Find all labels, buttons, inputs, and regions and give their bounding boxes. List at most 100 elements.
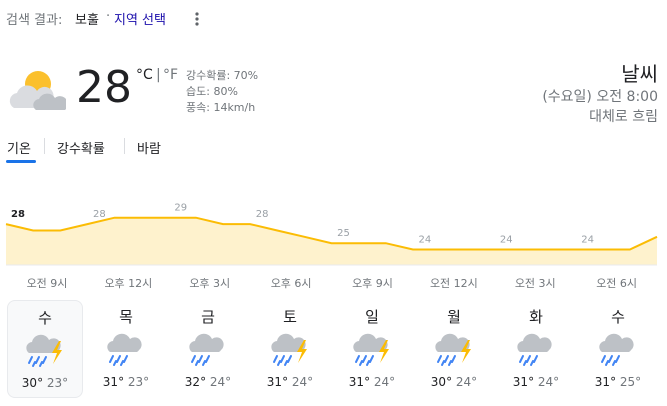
hour-label: 오전 3시 <box>515 277 556 290</box>
day-temps: 31° 25° <box>581 375 655 389</box>
day-card[interactable]: 화 31° 24° <box>499 300 573 396</box>
day-name: 월 <box>447 308 461 326</box>
high-temp: 30° <box>21 376 44 390</box>
unit-celsius[interactable]: °C <box>136 67 153 83</box>
dot: · <box>106 9 111 24</box>
high-temp: 32° <box>184 375 207 389</box>
value-label: 24 <box>419 235 432 246</box>
rain <box>355 355 374 366</box>
humidity: 습도: 80% <box>186 85 238 98</box>
more-menu[interactable] <box>193 11 201 27</box>
day-name: 목 <box>119 308 133 326</box>
day-icon <box>435 333 471 366</box>
low-temp: 24° <box>537 375 560 389</box>
day-temps: 30° 24° <box>417 375 491 389</box>
low-temp: 23° <box>46 376 69 390</box>
cloud <box>26 334 61 353</box>
cloud <box>435 333 470 352</box>
lightning <box>379 340 389 363</box>
day-card[interactable]: 수 31° 25° <box>581 300 655 396</box>
temp-area <box>6 217 657 265</box>
day-name: 화 <box>529 308 543 326</box>
high-temp: 31° <box>594 375 617 389</box>
value-label: 28 <box>256 209 269 220</box>
value-label: 29 <box>174 203 187 214</box>
precip: 강수확률: 70% <box>186 69 259 82</box>
day-card[interactable]: 금 32° 24° <box>171 300 245 396</box>
cloud <box>517 333 552 352</box>
summary-condition: 대체로 흐림 <box>589 109 658 125</box>
day-temps: 30° 23° <box>8 376 82 390</box>
cloud <box>107 333 142 352</box>
day-card[interactable]: 수 30° 23° <box>7 300 83 398</box>
high-temp: 31° <box>102 375 125 389</box>
value-label: 24 <box>581 235 594 246</box>
value-label: 28 <box>11 209 25 220</box>
location[interactable]: 보훌 <box>75 13 99 28</box>
lightning <box>52 341 62 364</box>
rain <box>191 355 210 366</box>
day-icon <box>353 333 389 366</box>
day-temps: 32° 24° <box>171 375 245 389</box>
hour-label: 오전 12시 <box>430 277 478 290</box>
day-name: 수 <box>611 308 625 326</box>
high-temp: 30° <box>430 375 453 389</box>
summary-time: (수요일) 오전 8:00 <box>542 89 658 105</box>
day-temps: 31° 23° <box>89 375 163 389</box>
cloud <box>189 333 224 352</box>
day-name: 금 <box>201 308 215 326</box>
hour-label: 오전 6시 <box>596 277 637 290</box>
day-icon <box>107 333 142 366</box>
lightning <box>297 340 307 363</box>
cloud <box>599 333 634 352</box>
value-label: 24 <box>500 235 513 246</box>
high-temp: 31° <box>512 375 535 389</box>
tab-precip[interactable]: 강수확률 <box>57 142 105 157</box>
low-temp: 24° <box>373 375 396 389</box>
unit-separator: | <box>156 67 161 83</box>
day-temps: 31° 24° <box>253 375 327 389</box>
hour-label: 오전 9시 <box>27 277 68 290</box>
tab-indicator <box>6 160 36 163</box>
value-label: 25 <box>337 228 350 239</box>
day-name: 수 <box>38 309 52 327</box>
value-label: 28 <box>93 209 106 220</box>
day-card[interactable]: 일 31° 24° <box>335 300 409 396</box>
current-temp: 28 <box>76 62 132 113</box>
tab-temp[interactable]: 기온 <box>7 142 31 157</box>
day-card[interactable]: 월 30° 24° <box>417 300 491 396</box>
low-temp: 24° <box>291 375 314 389</box>
day-name: 일 <box>365 308 379 326</box>
unit-fahrenheit[interactable]: °F <box>163 67 179 83</box>
day-name: 토 <box>283 308 297 326</box>
low-temp: 23° <box>127 375 150 389</box>
search-label: 검색 결과: <box>6 13 63 28</box>
low-temp: 24° <box>455 375 478 389</box>
cloud <box>271 333 306 352</box>
low-temp: 25° <box>619 375 642 389</box>
day-icon <box>599 333 634 366</box>
low-temp: 24° <box>209 375 232 389</box>
rain <box>273 355 292 366</box>
day-icon <box>517 333 552 366</box>
hourly-chart: 28 오전 9시 28 오후 12시 29 오후 3시 28 오후 6시 25 오후 9시 24 오전… <box>5 203 658 290</box>
tab-separator <box>44 138 45 154</box>
rain <box>601 355 620 366</box>
hour-label: 오후 6시 <box>271 277 312 290</box>
rain <box>519 355 538 366</box>
day-icon <box>189 333 224 366</box>
location-select[interactable]: 지역 선택 <box>114 13 166 28</box>
hour-label: 오후 3시 <box>189 277 230 290</box>
high-temp: 31° <box>348 375 371 389</box>
temp-line <box>5 216 658 251</box>
rain <box>437 355 456 366</box>
weather-icon <box>9 71 66 110</box>
cloud <box>353 333 388 352</box>
tab-wind[interactable]: 바람 <box>137 142 161 157</box>
day-card[interactable]: 목 31° 23° <box>89 300 163 396</box>
rain <box>28 356 47 367</box>
wind: 풍속: 14km/h <box>186 101 256 114</box>
day-temps: 31° 24° <box>335 375 409 389</box>
day-card[interactable]: 토 31° 24° <box>253 300 327 396</box>
